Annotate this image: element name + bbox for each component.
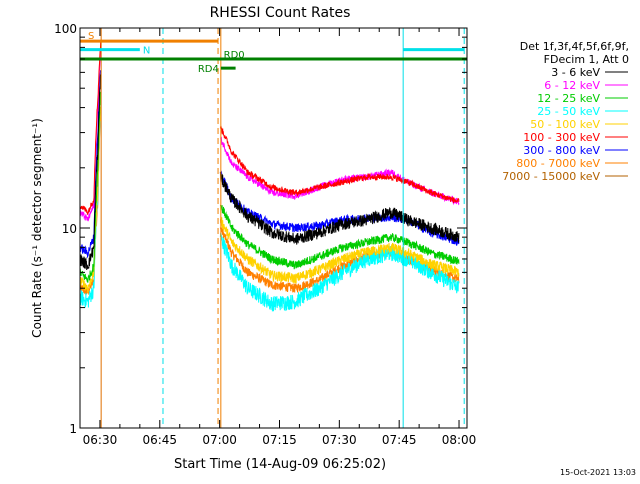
legend-entry-label: 50 - 100 keV — [530, 118, 600, 131]
series-segment-post — [219, 204, 460, 270]
legend-entry-label: 3 - 6 keV — [551, 66, 600, 79]
x-tick-label: 06:45 — [142, 433, 177, 447]
x-tick-label: 07:15 — [262, 433, 297, 447]
legend-header-line: Det 1f,3f,4f,5f,6f,9f, — [520, 40, 629, 53]
x-tick-label: 07:00 — [202, 433, 237, 447]
plot-frame — [79, 27, 468, 429]
legend-entry-label: 7000 - 15000 keV — [502, 170, 600, 183]
series-6-to-12keV-line — [79, 46, 460, 222]
series-segment-pre — [79, 74, 102, 271]
x-tick-label: 08:00 — [442, 433, 477, 447]
x-tick-label: 07:30 — [322, 433, 357, 447]
legend-entry-label: 800 - 7000 keV — [516, 157, 600, 170]
axis-layer: 06:30 06:45 07:00 07:15 07:30 07:45 08:00 1 10 10… — [54, 22, 476, 447]
series-100-to-300keV-line — [79, 40, 460, 215]
legend-entry-label: 300 - 800 keV — [523, 144, 600, 157]
timestamp-footer: 15-Oct-2021 13:03 — [560, 468, 636, 477]
legend-entry-label: 25 - 50 keV — [537, 105, 600, 118]
legend-entry-label: 100 - 300 keV — [523, 131, 600, 144]
legend-entry-label: 12 - 25 keV — [537, 92, 600, 105]
legend: Det 1f,3f,4f,5f,6f,9f,FDecim 1, Att 03 -… — [502, 40, 629, 183]
series-segment-pre — [79, 91, 102, 283]
x-axis-label: Start Time (14-Aug-09 06:25:02) — [174, 457, 386, 472]
series-segment-post — [220, 136, 460, 206]
y-axis-label: Count Rate (s⁻¹ detector segment⁻¹) — [30, 118, 44, 338]
series-segment-post — [219, 232, 460, 312]
series-segment-pre — [79, 40, 102, 215]
series-50-to-100keV-line — [79, 106, 460, 294]
flag-label-s: S — [88, 31, 94, 42]
flag-label-rd4: RD4 — [198, 64, 219, 75]
legend-entry-label: 6 - 12 keV — [544, 79, 600, 92]
series-segment-pre — [79, 70, 102, 259]
series-12-to-25keV-line — [79, 91, 460, 283]
series-segment-post — [219, 125, 460, 204]
series-segment-pre — [79, 106, 102, 294]
legend-header-line: FDecim 1, Att 0 — [544, 53, 629, 66]
x-tick-label: 06:30 — [83, 433, 118, 447]
y-tick-label: 10 — [62, 222, 77, 236]
marker-layer: S N RD0 RD4 — [80, 28, 467, 428]
plot-data-layer — [79, 40, 460, 312]
flag-label-rd0: RD0 — [224, 50, 245, 61]
series-3-to-6keV-line — [79, 74, 460, 271]
series-segment-post — [219, 171, 460, 245]
chart-title: RHESSI Count Rates — [210, 5, 351, 21]
x-tick-label: 07:45 — [382, 433, 417, 447]
series-800-to-7000keV-line — [79, 117, 460, 296]
flag-label-n: N — [143, 46, 150, 57]
y-tick-label: 1 — [69, 422, 77, 436]
y-tick-label: 100 — [54, 22, 77, 36]
series-segment-post — [219, 216, 460, 284]
